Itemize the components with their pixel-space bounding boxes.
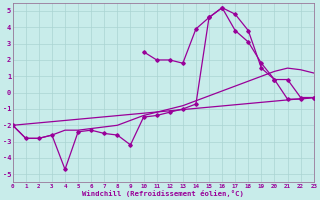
X-axis label: Windchill (Refroidissement éolien,°C): Windchill (Refroidissement éolien,°C) [82,190,244,197]
